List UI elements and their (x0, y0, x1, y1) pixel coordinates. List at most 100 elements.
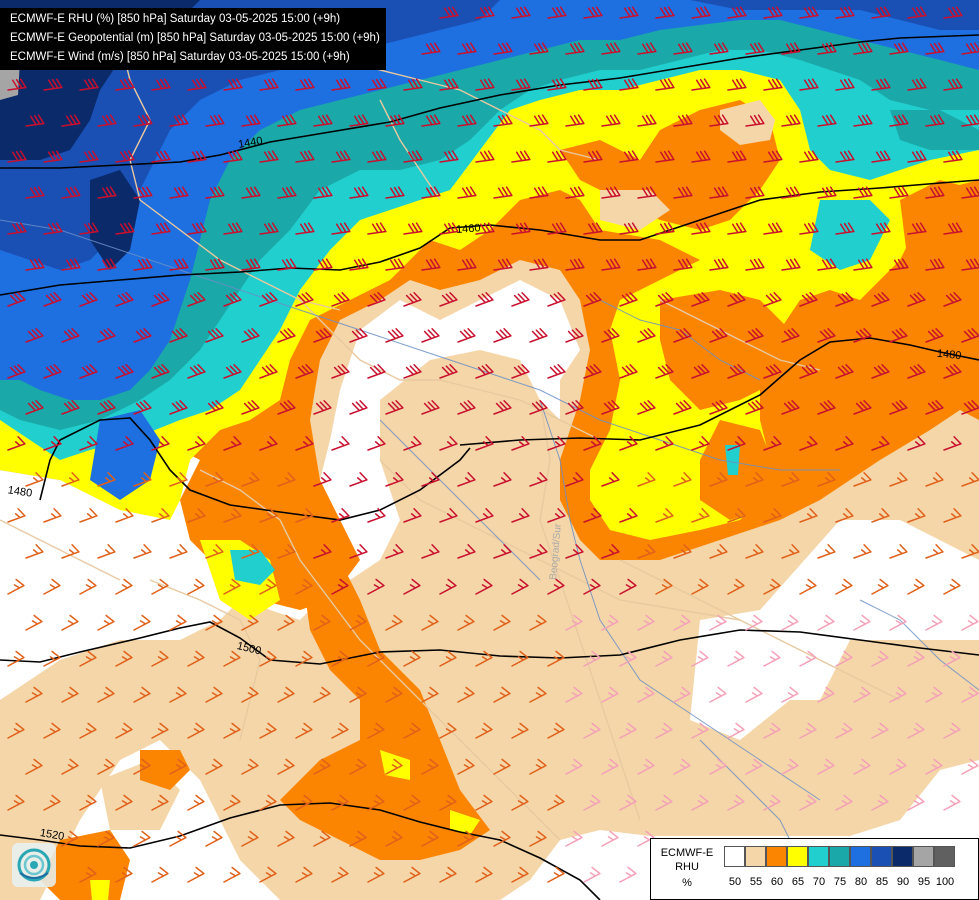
legend-swatch (934, 846, 955, 867)
wind-barb-icon (187, 578, 205, 595)
wind-barb-icon (619, 78, 639, 91)
wind-barb-icon (673, 258, 693, 271)
wind-barb-icon (619, 292, 638, 307)
wind-barb-icon (475, 6, 495, 19)
wind-barb-icon (835, 364, 854, 379)
wind-barb-icon (583, 6, 603, 19)
wind-barb-icon (349, 472, 368, 487)
wind-barb-icon (475, 364, 494, 379)
wind-barb-icon (853, 258, 873, 271)
wind-barb-icon (619, 722, 637, 739)
wind-barb-icon (835, 150, 855, 163)
wind-barb-icon (673, 400, 692, 415)
wind-barb-icon (871, 222, 891, 235)
wind-barb-icon (511, 364, 530, 379)
wind-barb-icon (853, 472, 872, 487)
wind-barb-icon (817, 114, 837, 127)
wind-barb-icon (475, 150, 495, 163)
wind-barb-icon (349, 186, 369, 199)
wind-barb-icon (277, 328, 296, 343)
wind-barb-icon (241, 328, 260, 343)
wind-barb-icon (421, 686, 439, 703)
wind-barb-icon (691, 292, 710, 307)
wind-barb-icon (691, 436, 710, 451)
wind-barb-icon (871, 6, 891, 19)
wind-barb-icon (277, 758, 295, 775)
wind-barb-icon (259, 578, 277, 595)
wind-barb-icon (331, 292, 350, 307)
wind-barb-icon (349, 686, 367, 703)
wind-barb-icon (259, 866, 277, 883)
wind-barb-icon (691, 6, 711, 19)
wind-barb-icon (853, 614, 871, 631)
wind-barb-icon (565, 258, 585, 271)
wind-barb-icon (673, 472, 692, 487)
wind-barb-icon (151, 436, 170, 451)
wind-barb-icon (889, 328, 908, 343)
wind-barb-icon (619, 6, 639, 19)
wind-barb-icon (943, 508, 962, 523)
wind-barb-icon (529, 114, 549, 127)
wind-barb-icon (79, 150, 99, 163)
wind-barb-icon (259, 292, 278, 307)
wind-barb-icon (637, 258, 657, 271)
wind-barb-icon (637, 400, 656, 415)
contour-label: 1460 (456, 222, 481, 236)
wind-barb-icon (907, 794, 925, 811)
wind-barb-icon (187, 794, 205, 811)
wind-barb-icon (511, 150, 531, 163)
wind-barb-icon (655, 150, 675, 163)
wind-barb-icon (205, 830, 223, 847)
legend-swatches (724, 846, 955, 868)
wind-barb-icon (547, 150, 567, 163)
wind-barb-icon (79, 222, 99, 235)
wind-barb-icon (295, 722, 313, 739)
legend-tick-label: 50 (728, 876, 742, 888)
wind-barb-icon (763, 364, 782, 379)
wind-barb-icon (529, 686, 547, 703)
wind-barb-icon (25, 686, 43, 703)
wind-barb-icon (97, 686, 115, 703)
wind-barb-icon (673, 42, 693, 55)
wind-barb-icon (511, 222, 531, 235)
wind-barb-icon (745, 186, 765, 199)
wind-barb-icon (961, 328, 979, 343)
wind-barb-icon (187, 866, 205, 883)
wind-barb-icon (871, 650, 889, 667)
wind-barb-icon (835, 78, 855, 91)
wind-barb-icon (727, 222, 747, 235)
wind-barb-icon (475, 578, 493, 595)
wind-barb-icon (925, 328, 944, 343)
wind-barb-icon (187, 436, 206, 451)
wind-barb-icon (511, 650, 529, 667)
wind-barb-icon (637, 472, 656, 487)
wind-barb-icon (871, 578, 889, 595)
wind-barb-icon (745, 400, 764, 415)
wind-barb-icon (277, 830, 295, 847)
wind-barb-icon (565, 614, 583, 631)
wind-barb-icon (313, 472, 332, 487)
wind-barb-icon (691, 150, 711, 163)
wind-barb-icon (421, 472, 440, 487)
wind-barb-icon (529, 258, 549, 271)
wind-barb-icon (187, 650, 205, 667)
wind-barb-icon (403, 292, 422, 307)
wind-barb-icon (349, 328, 368, 343)
wind-barb-icon (187, 364, 206, 379)
wind-barb-icon (349, 544, 368, 559)
rh-55-patches (600, 100, 775, 230)
wind-barb-icon (493, 258, 513, 271)
wind-barb-icon (547, 292, 566, 307)
wind-barb-icon (43, 364, 62, 379)
wind-barb-icon (817, 758, 835, 775)
wind-barb-icon (511, 866, 529, 883)
wind-barb-icon (7, 364, 26, 379)
wind-barb-icon (277, 544, 296, 559)
wind-barb-icon (601, 614, 619, 631)
wind-barb-icon (601, 400, 620, 415)
wind-barb-icon (457, 186, 477, 199)
wind-barb-icon (835, 650, 853, 667)
wind-barb-icon (331, 794, 349, 811)
wind-barb-icon (367, 150, 387, 163)
place-label-belgrade: Beograd/Sur (548, 523, 564, 581)
